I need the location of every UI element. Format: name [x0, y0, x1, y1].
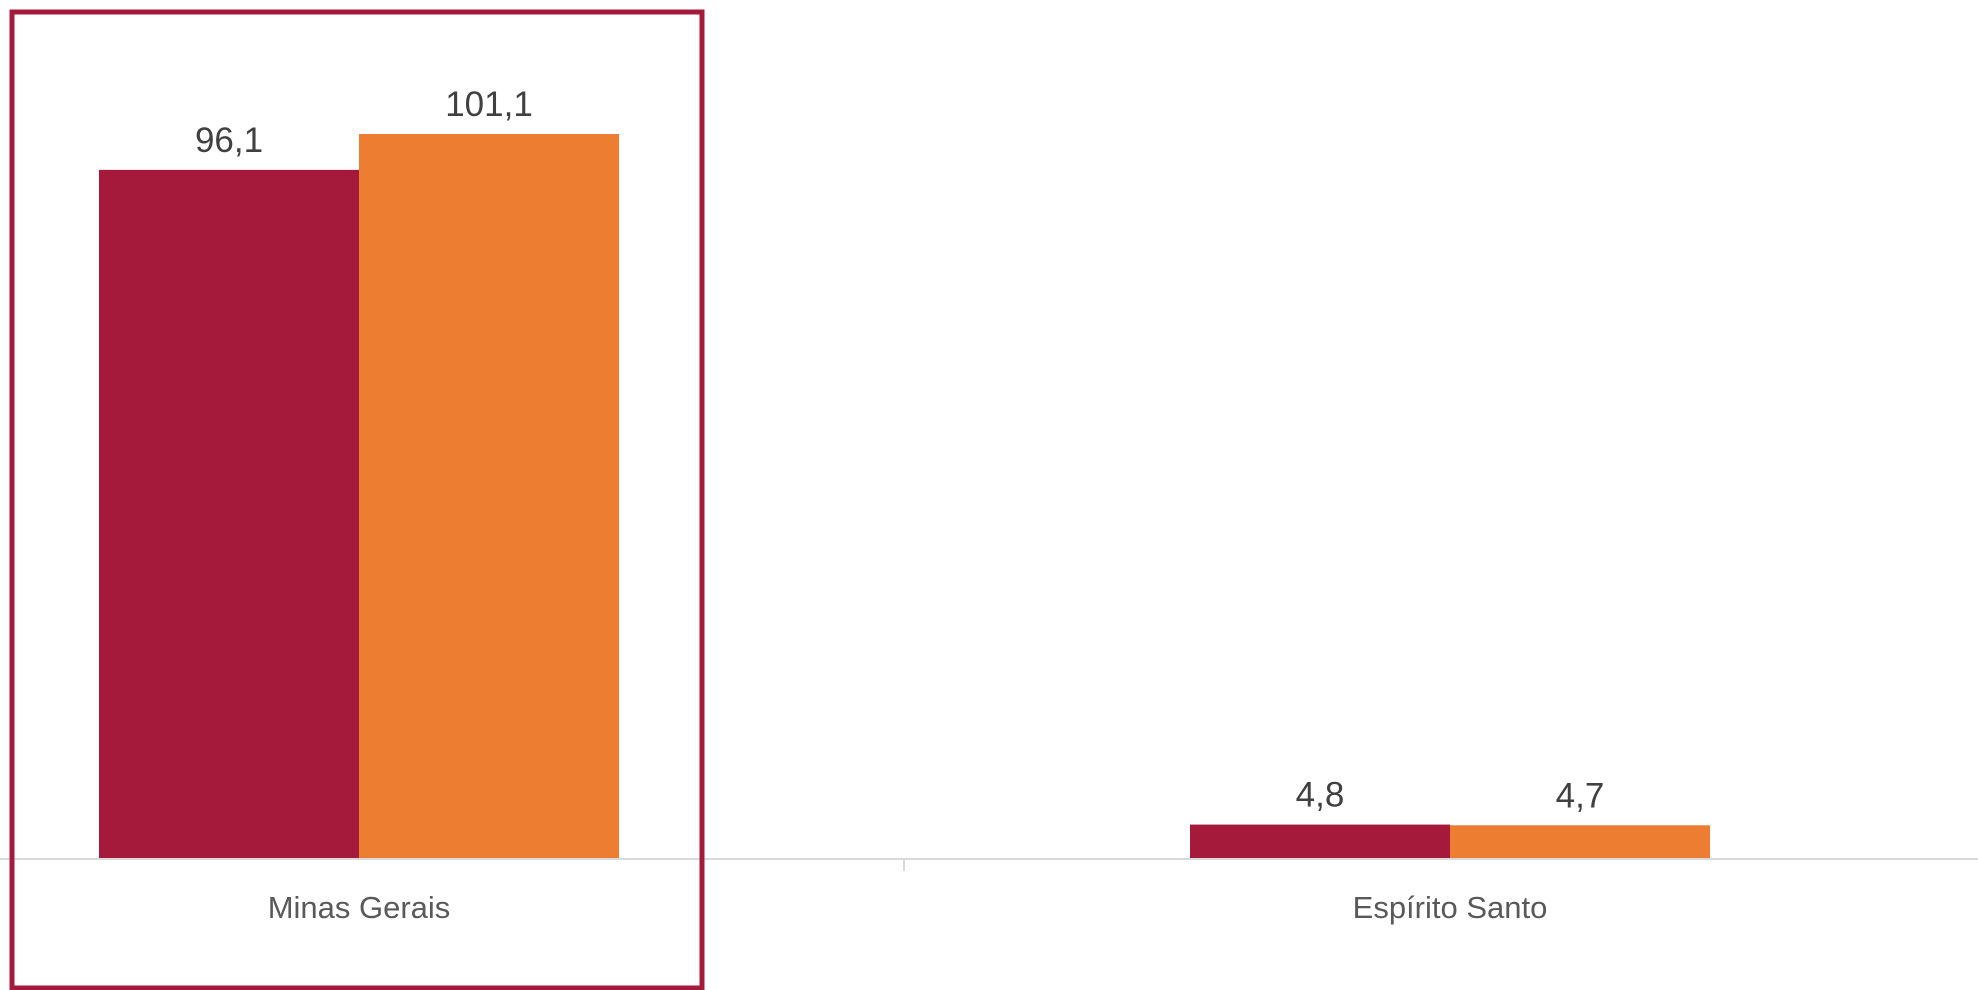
category-label-0: Minas Gerais: [268, 890, 451, 925]
highlight-box: [9, 9, 705, 990]
data-label-0-1: 101,1: [445, 85, 533, 124]
category-label-1: Espírito Santo: [1353, 890, 1548, 925]
data-labels-layer: 96,1 101,1 4,8 4,7: [195, 85, 1604, 815]
bar-0-1: [359, 134, 619, 859]
bars-layer: [99, 134, 1710, 859]
data-label-0-0: 96,1: [195, 121, 263, 160]
data-label-1-0: 4,8: [1296, 776, 1345, 815]
bar-0-0: [99, 169, 359, 859]
data-label-1-1: 4,7: [1556, 776, 1605, 815]
bar-1-1: [1450, 825, 1710, 859]
category-labels-layer: Minas Gerais Espírito Santo: [268, 890, 1548, 925]
bar-1-0: [1190, 824, 1450, 859]
